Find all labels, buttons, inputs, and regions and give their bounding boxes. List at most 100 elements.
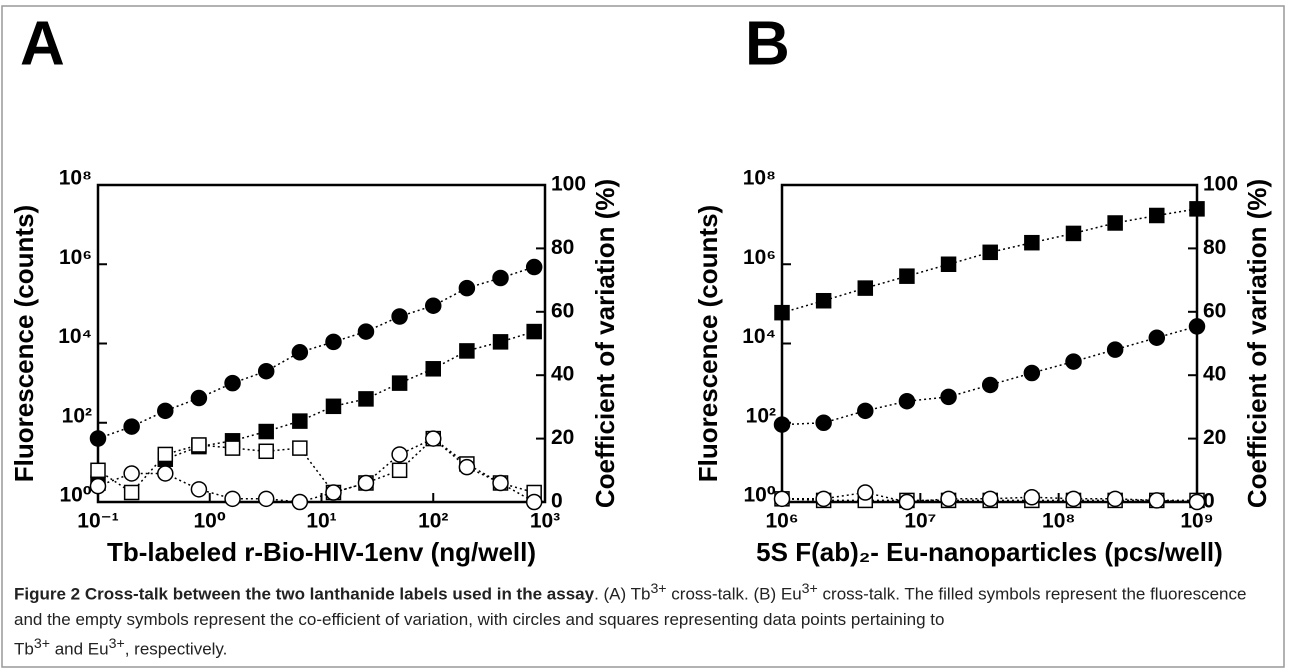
point xyxy=(1188,318,1206,335)
y2-tick-label: 20 xyxy=(551,426,574,449)
point xyxy=(857,484,874,501)
point xyxy=(292,413,308,429)
caption-text: 3+ xyxy=(650,581,667,597)
plot-frame xyxy=(780,183,1199,504)
point xyxy=(89,430,107,447)
point xyxy=(157,446,174,463)
x-tick-label: 10³ xyxy=(530,510,560,533)
y-tick-label: 10⁸ xyxy=(743,167,776,190)
point xyxy=(325,333,342,351)
point xyxy=(815,490,832,508)
point xyxy=(940,388,957,406)
point xyxy=(774,304,790,321)
y2-tick-label: 60 xyxy=(1203,299,1226,322)
point xyxy=(191,437,207,453)
y-tick-label: 10⁴ xyxy=(58,325,92,348)
x-tick-label: 10⁻¹ xyxy=(77,510,118,533)
x-tick-label: 10⁶ xyxy=(765,510,798,533)
series-line xyxy=(781,208,1198,314)
point xyxy=(940,490,957,508)
y-tick-label: 10⁸ xyxy=(59,167,92,190)
y2-tick-label: 100 xyxy=(1203,173,1238,196)
y2-tick-label: 80 xyxy=(1203,236,1226,259)
point xyxy=(90,462,106,479)
series-line xyxy=(165,330,535,460)
point xyxy=(458,279,476,297)
point xyxy=(982,244,998,261)
point xyxy=(224,490,241,508)
caption-text: Tb xyxy=(14,639,34,659)
point xyxy=(425,297,442,314)
point xyxy=(357,323,375,340)
point xyxy=(815,292,832,309)
point xyxy=(224,440,241,456)
point xyxy=(391,446,408,463)
caption-text: 3+ xyxy=(108,635,125,652)
point xyxy=(857,402,874,420)
y2-tick-label: 40 xyxy=(1203,363,1226,386)
point xyxy=(492,474,509,492)
panel-label: B xyxy=(745,9,790,78)
point xyxy=(940,256,957,272)
point xyxy=(492,334,509,350)
caption-text: . (A) Tb xyxy=(594,584,651,604)
point xyxy=(257,362,275,380)
series-line xyxy=(781,325,1198,426)
point xyxy=(357,474,375,492)
x-tick-label: 10⁷ xyxy=(904,510,936,533)
y2-tick-label: 20 xyxy=(1203,426,1226,449)
point xyxy=(1188,493,1206,511)
point xyxy=(857,280,874,296)
y2-tick-label: 80 xyxy=(551,236,574,259)
y2-tick-label: 100 xyxy=(551,173,586,196)
point xyxy=(1148,492,1166,509)
y-tick-label: 10⁰ xyxy=(59,484,92,507)
point xyxy=(525,258,543,276)
y2-tick-label: 40 xyxy=(551,363,574,386)
point xyxy=(898,493,916,511)
point xyxy=(459,343,475,359)
point xyxy=(224,374,241,392)
caption-text: cross-talk. The filled symbols represent… xyxy=(14,584,1247,629)
point xyxy=(190,389,208,407)
point xyxy=(773,416,791,433)
y-tick-label: 10⁴ xyxy=(742,325,776,348)
caption-text: 3+ xyxy=(33,635,50,652)
point xyxy=(291,493,309,511)
point xyxy=(773,490,791,508)
y-tick-label: 10⁶ xyxy=(59,246,92,269)
y-tick-label: 10⁰ xyxy=(743,484,776,507)
y-axis-label: Fluorescence (counts) xyxy=(693,205,723,482)
caption: Figure 2 Cross-talk between the two lant… xyxy=(14,577,1276,661)
point xyxy=(1065,490,1082,508)
caption-title: Cross-talk between the two lanthanide la… xyxy=(84,584,595,604)
point xyxy=(1106,341,1124,358)
point xyxy=(981,490,999,508)
y2-tick-label: 0 xyxy=(551,490,563,513)
x-tick-label: 10⁸ xyxy=(1042,510,1075,533)
caption-label: Figure 2 xyxy=(14,584,81,604)
point xyxy=(157,402,174,420)
point xyxy=(492,269,509,287)
caption-text: and Eu xyxy=(49,639,109,659)
y-tick-label: 10² xyxy=(62,404,92,427)
point xyxy=(258,423,274,440)
caption-text: , respectively. xyxy=(124,639,228,659)
point xyxy=(1107,215,1123,231)
x-axis-label: Tb-labeled r-Bio-HIV-1env (ng/well) xyxy=(107,537,536,567)
caption-text: cross-talk. (B) Eu xyxy=(666,584,802,604)
point xyxy=(291,344,309,361)
point xyxy=(815,414,832,431)
point xyxy=(1065,225,1082,242)
point xyxy=(526,323,542,340)
point xyxy=(1024,234,1040,251)
panel-label: A xyxy=(20,9,65,78)
x-tick-label: 10⁰ xyxy=(193,510,226,533)
y2-axis-label: Coefficient of variation (%) xyxy=(1242,179,1272,508)
point xyxy=(1189,201,1205,217)
point xyxy=(1148,329,1166,346)
y2-tick-label: 60 xyxy=(551,299,574,322)
point xyxy=(981,376,999,394)
